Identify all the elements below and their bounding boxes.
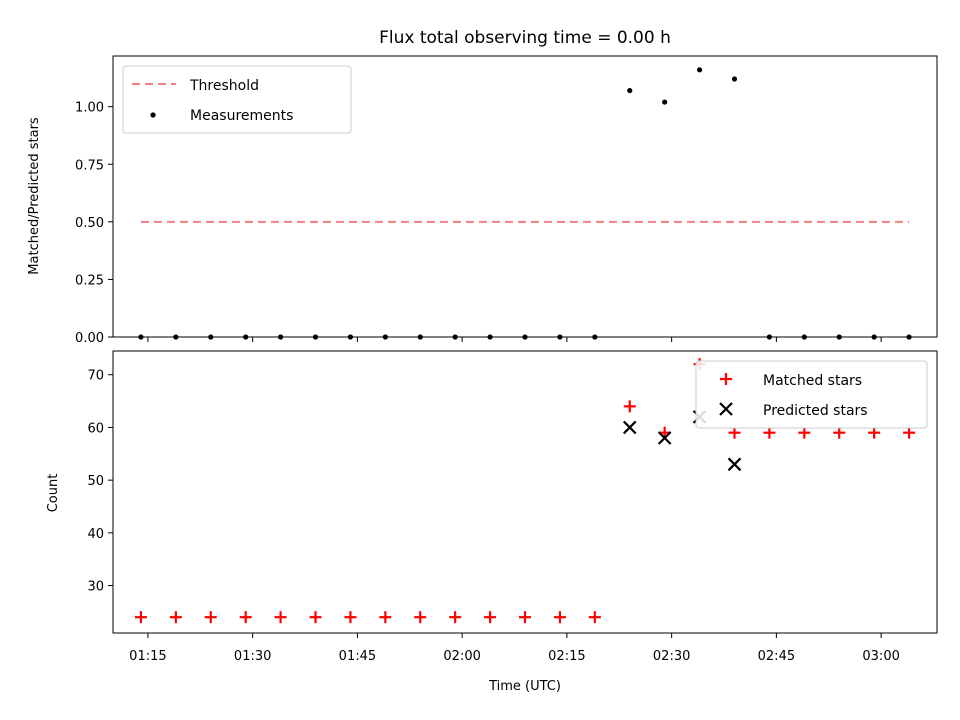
measurement-point (627, 87, 633, 94)
bottom-y-tick-label: 30 (87, 580, 104, 595)
legend-matched-swatch (720, 373, 732, 385)
predicted-star-point (657, 431, 672, 445)
bottom-y-axis: 30 40 50 60 70 (87, 369, 113, 595)
measurement-point (662, 99, 668, 105)
legend-predicted-swatch (719, 402, 733, 416)
bottom-plot-frame (112, 350, 938, 634)
legend-predicted-label: Predicted stars (763, 403, 868, 419)
top-legend-box (122, 65, 352, 134)
matched-star-point (833, 426, 846, 439)
matched-star-point (169, 611, 182, 624)
matched-star-point (728, 426, 741, 439)
top-legend: Threshold Measurements (122, 65, 352, 134)
top-y-tick-label: 0.25 (75, 273, 104, 288)
matched-star-point (519, 611, 531, 624)
top-y-tick-label: 0.50 (75, 216, 104, 231)
matched-star-point (763, 426, 776, 439)
bottom-legend-box (695, 360, 928, 429)
top-plot-frame (112, 55, 938, 338)
legend-measurements-label: Measurements (190, 108, 293, 124)
measurement-point (696, 67, 703, 73)
matched-star-point (623, 400, 636, 413)
bottom-legend: Matched stars Predicted stars (695, 360, 928, 429)
flux-ratio-panel: Flux total observing time = 0.00 h Match… (27, 28, 938, 346)
bottom-x-axis: 01:15 01:30 01:45 02:00 02:15 02:30 02:45 03:00 (129, 633, 900, 664)
top-y-tick-label: 0.00 (75, 331, 104, 346)
top-y-axis: 0.00 0.25 0.50 0.75 1.00 (75, 101, 113, 346)
top-y-tick-label: 1.00 (75, 101, 104, 116)
bottom-y-tick-label: 40 (87, 527, 104, 542)
x-tick-label: 03:00 (862, 649, 899, 664)
x-tick-label: 02:30 (653, 649, 690, 664)
bottom-plot-area (134, 358, 916, 624)
chart-title: Flux total observing time = 0.00 h (379, 28, 671, 48)
matched-star-point (484, 611, 497, 624)
x-tick-label: 02:15 (548, 649, 585, 664)
matched-star-point (379, 611, 392, 624)
matched-star-point (868, 426, 881, 439)
y-axis-label-top: Matched/Predicted stars (27, 117, 42, 275)
x-tick-label: 02:45 (758, 649, 795, 664)
bottom-y-tick-label: 70 (87, 369, 104, 384)
matched-star-point (239, 611, 252, 624)
matched-star-point (449, 611, 462, 624)
measurement-point (731, 76, 738, 82)
matched-star-point (274, 611, 287, 624)
matched-star-point (903, 426, 916, 439)
matched-star-point (204, 611, 217, 624)
bottom-y-tick-label: 50 (87, 474, 104, 489)
bottom-y-tick-label: 60 (87, 421, 104, 436)
legend-matched-label: Matched stars (763, 373, 862, 389)
legend-measurements-swatch (150, 112, 156, 118)
x-tick-label: 01:45 (339, 649, 376, 664)
matched-star-point (134, 611, 147, 624)
x-tick-label: 01:15 (129, 649, 166, 664)
matched-star-point (344, 611, 357, 624)
legend-threshold-label: Threshold (189, 78, 259, 94)
predicted-star-point (622, 420, 637, 435)
y-axis-label-bottom: Count (46, 474, 61, 513)
top-y-tick-label: 0.75 (75, 158, 104, 173)
x-axis-label: Time (UTC) (488, 679, 561, 694)
matched-star-point (414, 611, 427, 624)
top-x-axis-ticks (147, 337, 882, 342)
matched-star-point (798, 426, 811, 439)
matched-star-point (553, 611, 566, 624)
x-tick-label: 01:30 (234, 649, 271, 664)
matched-star-point (309, 611, 322, 624)
matched-star-point (588, 611, 601, 624)
predicted-star-point (727, 457, 742, 472)
x-tick-label: 02:00 (443, 649, 480, 664)
